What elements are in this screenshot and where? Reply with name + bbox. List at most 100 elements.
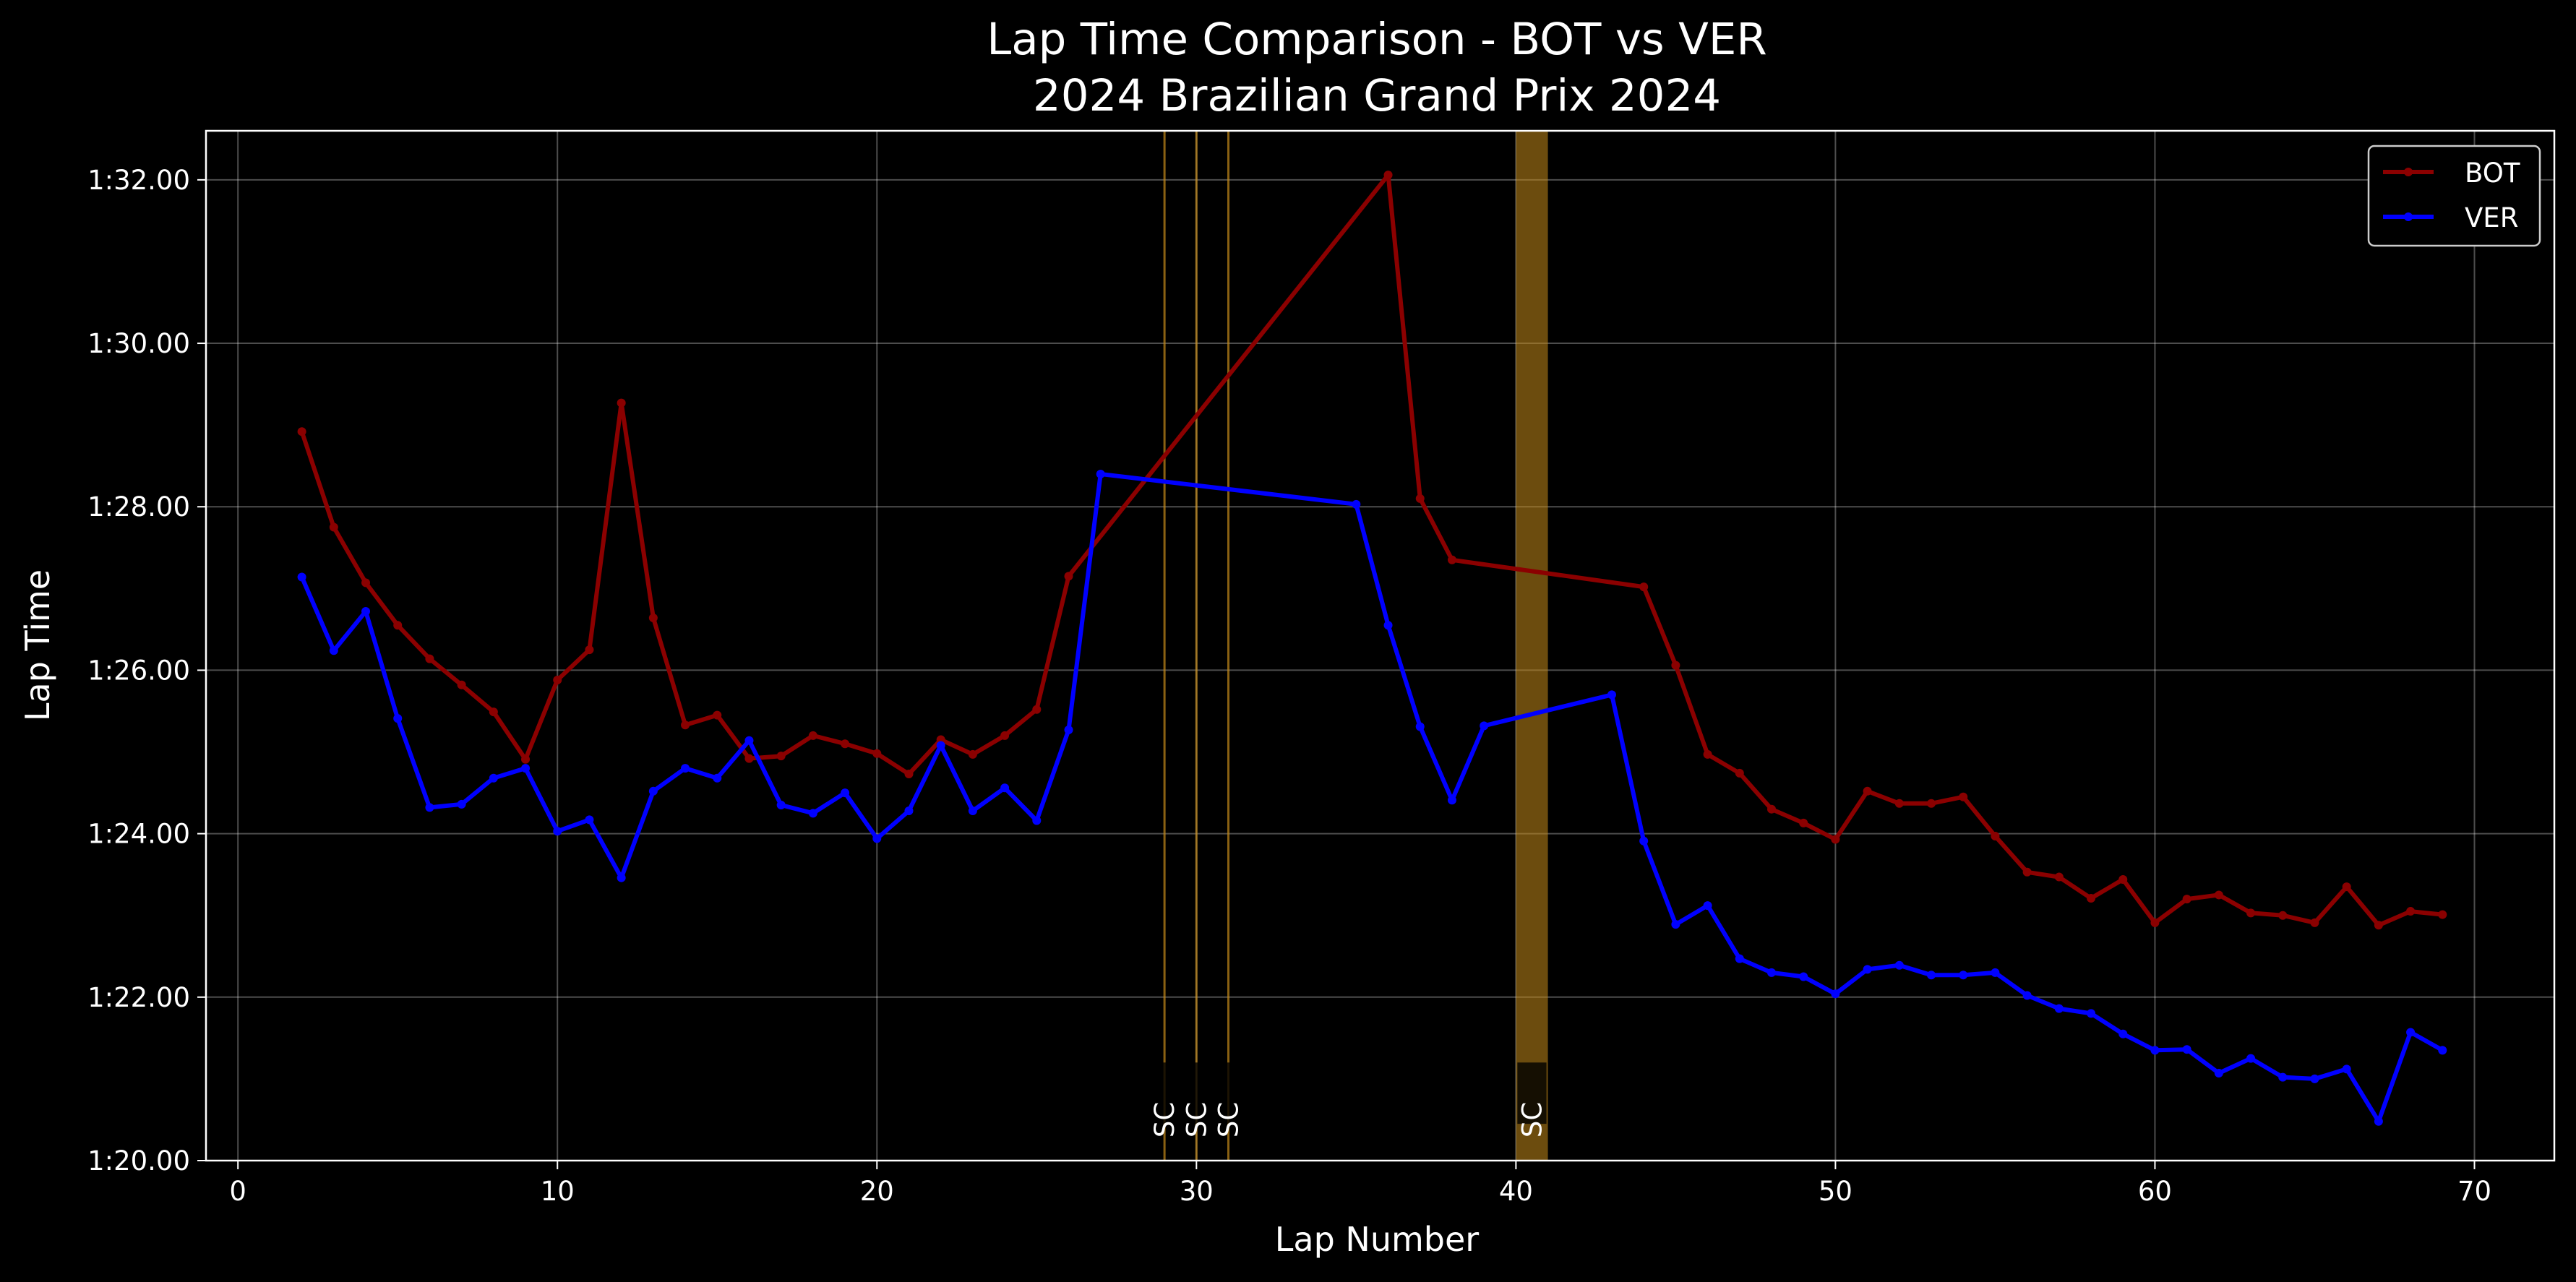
data-point-ver: [1032, 816, 1042, 825]
y-tick-label: 1:24.00: [87, 819, 190, 850]
data-point-ver: [904, 806, 914, 815]
data-point-bot: [904, 770, 914, 779]
safety-car-label-box: [1218, 1062, 1239, 1124]
legend-marker-bot: [2404, 168, 2413, 176]
data-point-ver: [457, 799, 466, 809]
data-point-ver: [872, 834, 882, 843]
data-point-ver: [1799, 972, 1808, 981]
data-point-bot: [776, 752, 786, 761]
data-point-ver: [1831, 989, 1840, 999]
data-point-bot: [1927, 799, 1936, 808]
data-point-ver: [713, 773, 722, 783]
data-point-ver: [2342, 1064, 2351, 1074]
data-point-ver: [2022, 991, 2032, 1000]
data-point-bot: [2182, 895, 2191, 904]
data-point-ver: [2310, 1074, 2319, 1083]
data-point-bot: [617, 398, 626, 408]
data-point-bot: [553, 676, 562, 684]
data-point-bot: [489, 707, 498, 717]
safety-car-label-box: [1154, 1062, 1175, 1124]
data-point-ver: [297, 572, 306, 582]
data-point-ver: [1767, 968, 1776, 977]
data-point-ver: [1383, 621, 1393, 630]
data-point-bot: [1767, 804, 1776, 814]
y-tick-label: 1:32.00: [87, 165, 190, 196]
data-point-bot: [1735, 768, 1744, 778]
data-point-ver: [393, 714, 403, 723]
data-point-ver: [2214, 1068, 2223, 1077]
y-tick-label: 1:20.00: [87, 1145, 190, 1176]
data-point-bot: [297, 427, 306, 436]
data-point-ver: [1639, 836, 1649, 846]
data-point-ver: [1991, 968, 2000, 977]
data-point-ver: [1894, 960, 1904, 970]
x-tick-label: 30: [1180, 1176, 1214, 1207]
data-point-bot: [2406, 907, 2416, 916]
data-point-bot: [2246, 908, 2256, 918]
data-point-bot: [425, 654, 434, 663]
data-point-ver: [2246, 1054, 2256, 1063]
data-point-ver: [329, 646, 338, 655]
data-point-bot: [1831, 835, 1840, 844]
safety-car-band: [1516, 131, 1548, 1161]
data-point-bot: [393, 621, 403, 630]
legend-label-bot: BOT: [2465, 158, 2520, 189]
y-axis-label: Lap Time: [18, 569, 57, 721]
data-point-bot: [808, 731, 817, 740]
data-point-bot: [968, 749, 977, 759]
data-point-ver: [2118, 1029, 2128, 1038]
data-point-bot: [2118, 874, 2128, 884]
legend: BOT VER: [2367, 145, 2541, 247]
safety-car-markers: SC SC SC SC: [1149, 131, 1548, 1161]
data-point-bot: [2022, 867, 2032, 877]
data-point-ver: [1447, 796, 1456, 805]
data-point-bot: [841, 739, 850, 749]
x-tick-label: 10: [541, 1176, 575, 1207]
data-point-ver: [776, 801, 786, 810]
data-point-bot: [2214, 890, 2223, 900]
y-tick-label: 1:22.00: [87, 982, 190, 1013]
data-point-ver: [617, 873, 626, 882]
data-point-ver: [1480, 721, 1489, 731]
data-point-bot: [2150, 918, 2160, 927]
data-point-bot: [681, 720, 690, 730]
data-point-ver: [968, 806, 977, 815]
series-lines: [297, 171, 2447, 1126]
data-point-bot: [1415, 494, 1425, 503]
safety-car-label: SC: [1181, 1102, 1212, 1137]
data-point-ver: [744, 736, 754, 745]
x-tick-label: 0: [229, 1176, 246, 1207]
data-point-bot: [329, 522, 338, 532]
data-point-ver: [1927, 971, 1936, 980]
series-line-bot: [299, 173, 2443, 928]
data-point-ver: [1863, 965, 1872, 974]
data-point-bot: [1064, 572, 1073, 581]
data-point-ver: [1735, 954, 1744, 963]
data-point-ver: [2054, 1004, 2064, 1013]
data-point-bot: [1671, 661, 1680, 670]
data-point-bot: [2438, 910, 2447, 919]
data-point-bot: [1863, 786, 1872, 796]
data-point-ver: [1703, 901, 1712, 911]
data-point-ver: [521, 764, 531, 773]
data-point-ver: [1000, 783, 1010, 793]
legend-marker-ver: [2404, 212, 2413, 221]
data-point-bot: [2054, 872, 2064, 882]
data-point-bot: [1383, 171, 1393, 180]
data-point-bot: [585, 645, 594, 655]
data-point-ver: [585, 815, 594, 825]
data-point-ver: [1671, 920, 1680, 929]
legend-label-ver: VER: [2465, 202, 2518, 233]
chart-subtitle: 2024 Brazilian Grand Prix 2024: [1033, 70, 1721, 121]
data-point-bot: [1639, 582, 1649, 592]
data-point-ver: [553, 827, 562, 836]
data-point-ver: [2406, 1028, 2416, 1037]
x-tick-label: 40: [1499, 1176, 1533, 1207]
data-point-ver: [425, 803, 434, 812]
data-point-bot: [521, 754, 531, 764]
data-point-ver: [361, 607, 371, 616]
data-point-bot: [1447, 555, 1456, 564]
data-point-ver: [936, 741, 945, 750]
data-point-bot: [2087, 893, 2096, 903]
data-point-bot: [2310, 918, 2319, 927]
